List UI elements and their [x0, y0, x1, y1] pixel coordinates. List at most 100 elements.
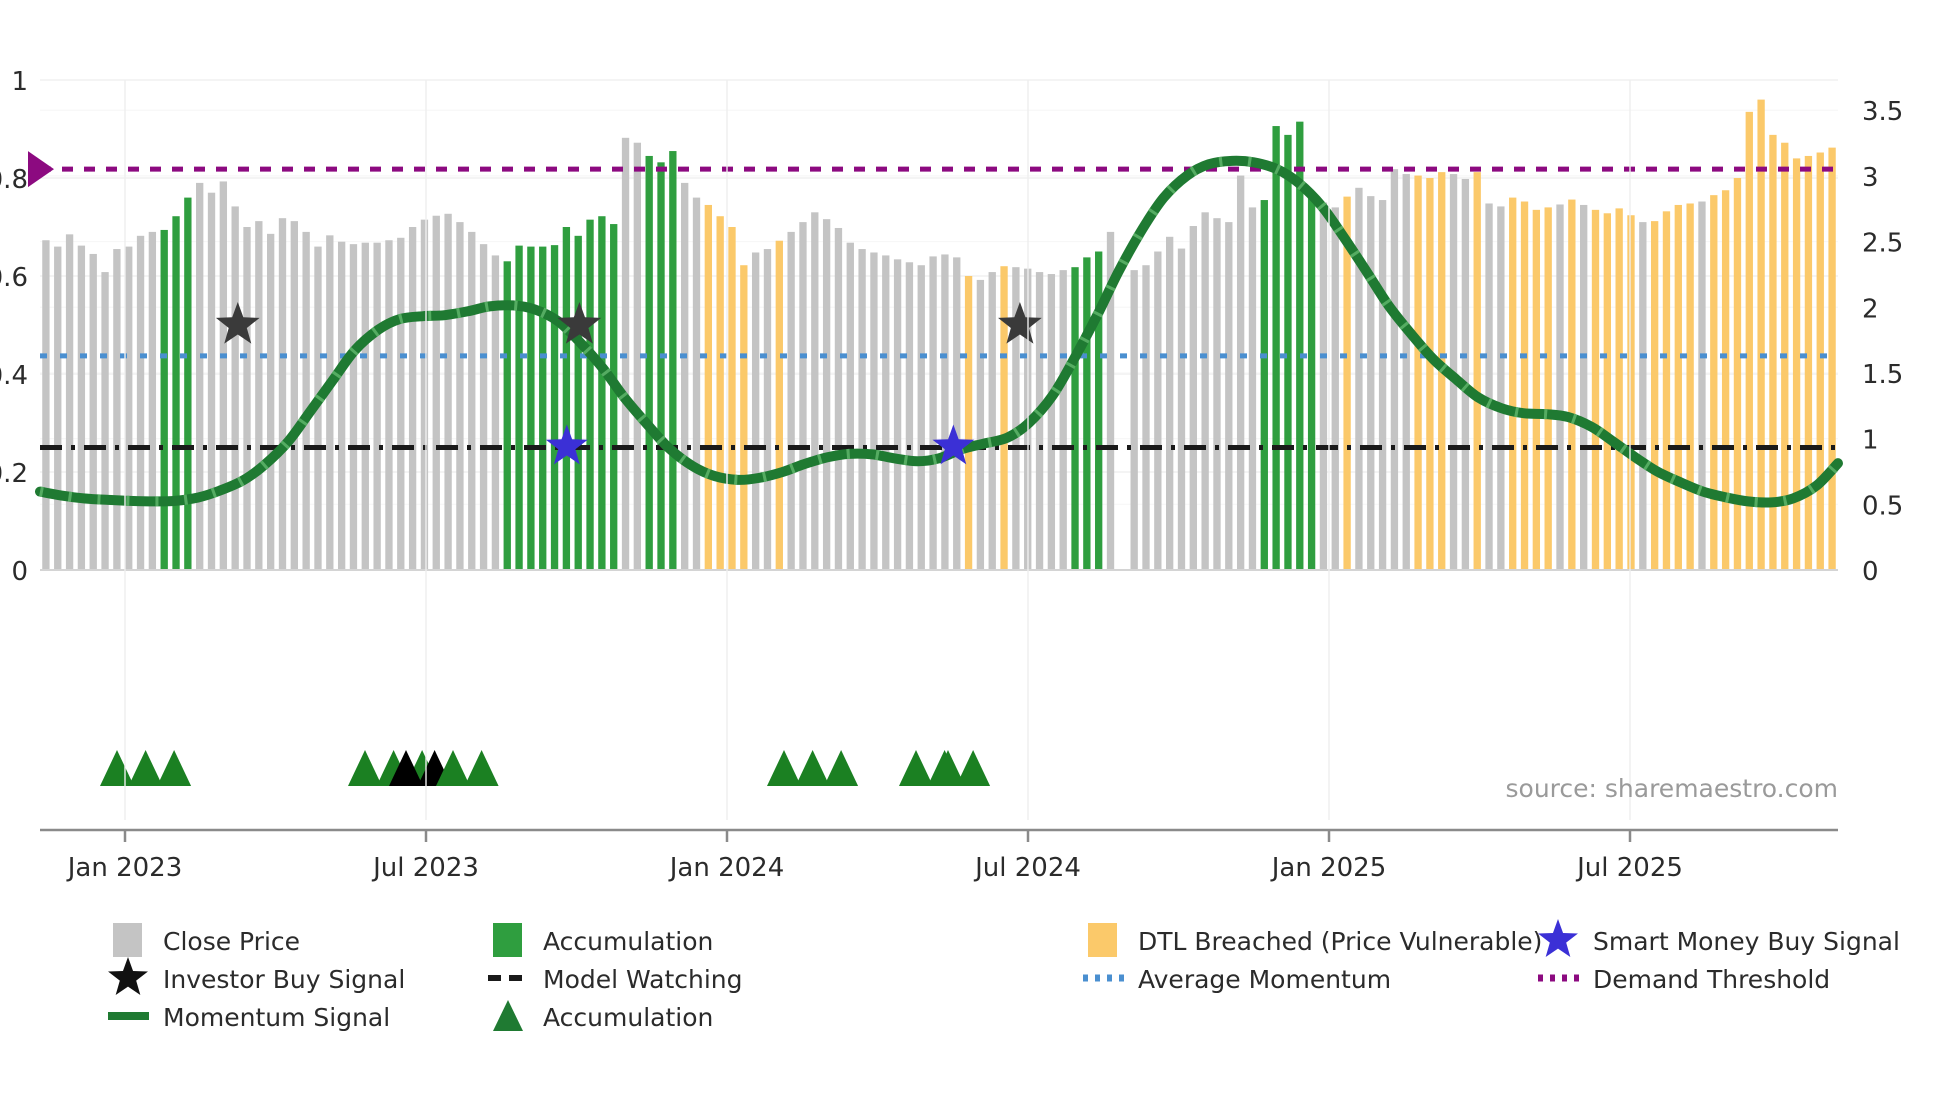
bar-close-price[interactable]	[302, 231, 310, 570]
bar-close-price[interactable]	[290, 221, 298, 570]
bar-close-price[interactable]	[1698, 201, 1706, 570]
bar-close-price[interactable]	[1106, 231, 1115, 570]
bar-close-price[interactable]	[444, 213, 452, 570]
bar-dtl-breached[interactable]	[704, 204, 712, 570]
bar-close-price[interactable]	[1201, 212, 1209, 571]
bar-close-price[interactable]	[893, 259, 902, 570]
bar-accumulation[interactable]	[503, 261, 511, 570]
bar-close-price[interactable]	[231, 206, 239, 571]
smart-money-buy-signal-star[interactable]	[545, 424, 588, 465]
bar-close-price[interactable]	[1485, 203, 1493, 571]
bar-close-price[interactable]	[408, 227, 417, 570]
bar-close-price[interactable]	[858, 249, 866, 571]
bar-accumulation[interactable]	[1071, 267, 1079, 570]
bar-close-price[interactable]	[1390, 169, 1399, 570]
bar-close-price[interactable]	[420, 219, 429, 570]
bar-dtl-breached[interactable]	[1473, 172, 1481, 570]
bar-accumulation[interactable]	[539, 246, 547, 570]
investor-buy-signal-star[interactable]	[215, 302, 260, 344]
bar-close-price[interactable]	[207, 192, 216, 570]
bar-close-price[interactable]	[1355, 187, 1363, 571]
bar-close-price[interactable]	[799, 222, 807, 570]
bar-close-price[interactable]	[113, 249, 121, 571]
accumulation-triangle-marker[interactable]	[956, 750, 991, 786]
bar-dtl-breached[interactable]	[1426, 178, 1434, 570]
investor-buy-signal-star[interactable]	[557, 302, 602, 344]
bar-accumulation[interactable]	[1296, 121, 1304, 571]
bar-dtl-breached[interactable]	[1674, 204, 1682, 570]
bar-close-price[interactable]	[255, 221, 263, 570]
bar-close-price[interactable]	[491, 255, 500, 571]
accumulation-triangle-marker[interactable]	[128, 750, 163, 786]
accumulation-triangle-marker[interactable]	[824, 750, 859, 786]
bar-dtl-breached[interactable]	[1804, 155, 1813, 570]
bar-dtl-breached[interactable]	[1627, 215, 1635, 571]
bar-accumulation[interactable]	[184, 197, 192, 570]
bar-close-price[interactable]	[65, 234, 74, 570]
bar-accumulation[interactable]	[160, 229, 168, 570]
bar-close-price[interactable]	[941, 254, 949, 570]
bar-accumulation[interactable]	[562, 227, 571, 570]
bar-close-price[interactable]	[1130, 270, 1138, 570]
bar-dtl-breached[interactable]	[1509, 197, 1517, 570]
bar-close-price[interactable]	[1225, 222, 1233, 570]
bar-dtl-breached[interactable]	[1816, 152, 1824, 570]
bar-close-price[interactable]	[219, 181, 228, 570]
bar-close-price[interactable]	[1213, 218, 1221, 570]
accumulation-triangle-marker[interactable]	[157, 750, 192, 786]
bar-accumulation[interactable]	[1260, 200, 1268, 571]
bar-accumulation[interactable]	[574, 235, 582, 570]
bar-dtl-breached[interactable]	[1710, 195, 1718, 570]
bar-close-price[interactable]	[846, 242, 854, 570]
bar-close-price[interactable]	[822, 219, 831, 570]
smart-money-buy-signal-star[interactable]	[932, 424, 975, 465]
legend-investor-buy-signal[interactable]: Investor Buy Signal	[108, 957, 405, 995]
bar-close-price[interactable]	[479, 244, 488, 570]
bar-accumulation[interactable]	[586, 219, 594, 570]
bar-close-price[interactable]	[882, 255, 890, 571]
accumulation-triangle-marker[interactable]	[931, 750, 965, 786]
bar-close-price[interactable]	[326, 235, 334, 570]
bar-close-price[interactable]	[1378, 200, 1387, 571]
bar-close-price[interactable]	[1331, 207, 1339, 570]
bar-accumulation[interactable]	[1307, 197, 1316, 570]
bar-close-price[interactable]	[101, 272, 109, 570]
bar-close-price[interactable]	[125, 246, 133, 570]
bar-dtl-breached[interactable]	[1757, 99, 1765, 570]
legend-dtl-breached[interactable]: DTL Breached (Price Vulnerable)	[1088, 923, 1542, 957]
bar-close-price[interactable]	[787, 231, 795, 570]
bar-close-price[interactable]	[1248, 207, 1257, 570]
bar-dtl-breached[interactable]	[775, 240, 783, 570]
bar-dtl-breached[interactable]	[964, 276, 973, 570]
bar-close-price[interactable]	[763, 249, 772, 571]
bar-close-price[interactable]	[1142, 265, 1150, 570]
bar-dtl-breached[interactable]	[1615, 208, 1623, 570]
bar-close-price[interactable]	[361, 242, 369, 570]
bar-close-price[interactable]	[456, 222, 464, 570]
bar-accumulation[interactable]	[657, 162, 665, 570]
bar-close-price[interactable]	[1166, 236, 1174, 571]
bar-accumulation[interactable]	[1095, 251, 1103, 571]
bar-close-price[interactable]	[1497, 206, 1505, 571]
bar-close-price[interactable]	[1580, 204, 1588, 570]
bar-close-price[interactable]	[148, 231, 157, 570]
bar-dtl-breached[interactable]	[1603, 213, 1611, 570]
legend-accumulation-bar[interactable]: Accumulation	[493, 923, 713, 957]
bar-close-price[interactable]	[681, 182, 689, 570]
bar-close-price[interactable]	[349, 244, 358, 570]
accumulation-triangle-marker[interactable]	[795, 750, 830, 786]
bar-close-price[interactable]	[136, 235, 145, 570]
bar-dtl-breached[interactable]	[1721, 190, 1730, 570]
bar-close-price[interactable]	[196, 182, 204, 570]
bar-accumulation[interactable]	[1083, 257, 1091, 570]
bar-accumulation[interactable]	[172, 216, 180, 570]
bar-accumulation[interactable]	[598, 216, 606, 570]
bar-accumulation[interactable]	[610, 224, 618, 570]
bar-accumulation[interactable]	[1284, 134, 1292, 570]
bar-close-price[interactable]	[89, 253, 97, 570]
bar-close-price[interactable]	[988, 272, 996, 570]
legend-momentum-signal[interactable]: Momentum Signal	[108, 1003, 390, 1032]
bar-dtl-breached[interactable]	[1733, 178, 1742, 570]
bar-dtl-breached[interactable]	[1000, 266, 1008, 570]
bar-close-price[interactable]	[1177, 248, 1186, 570]
